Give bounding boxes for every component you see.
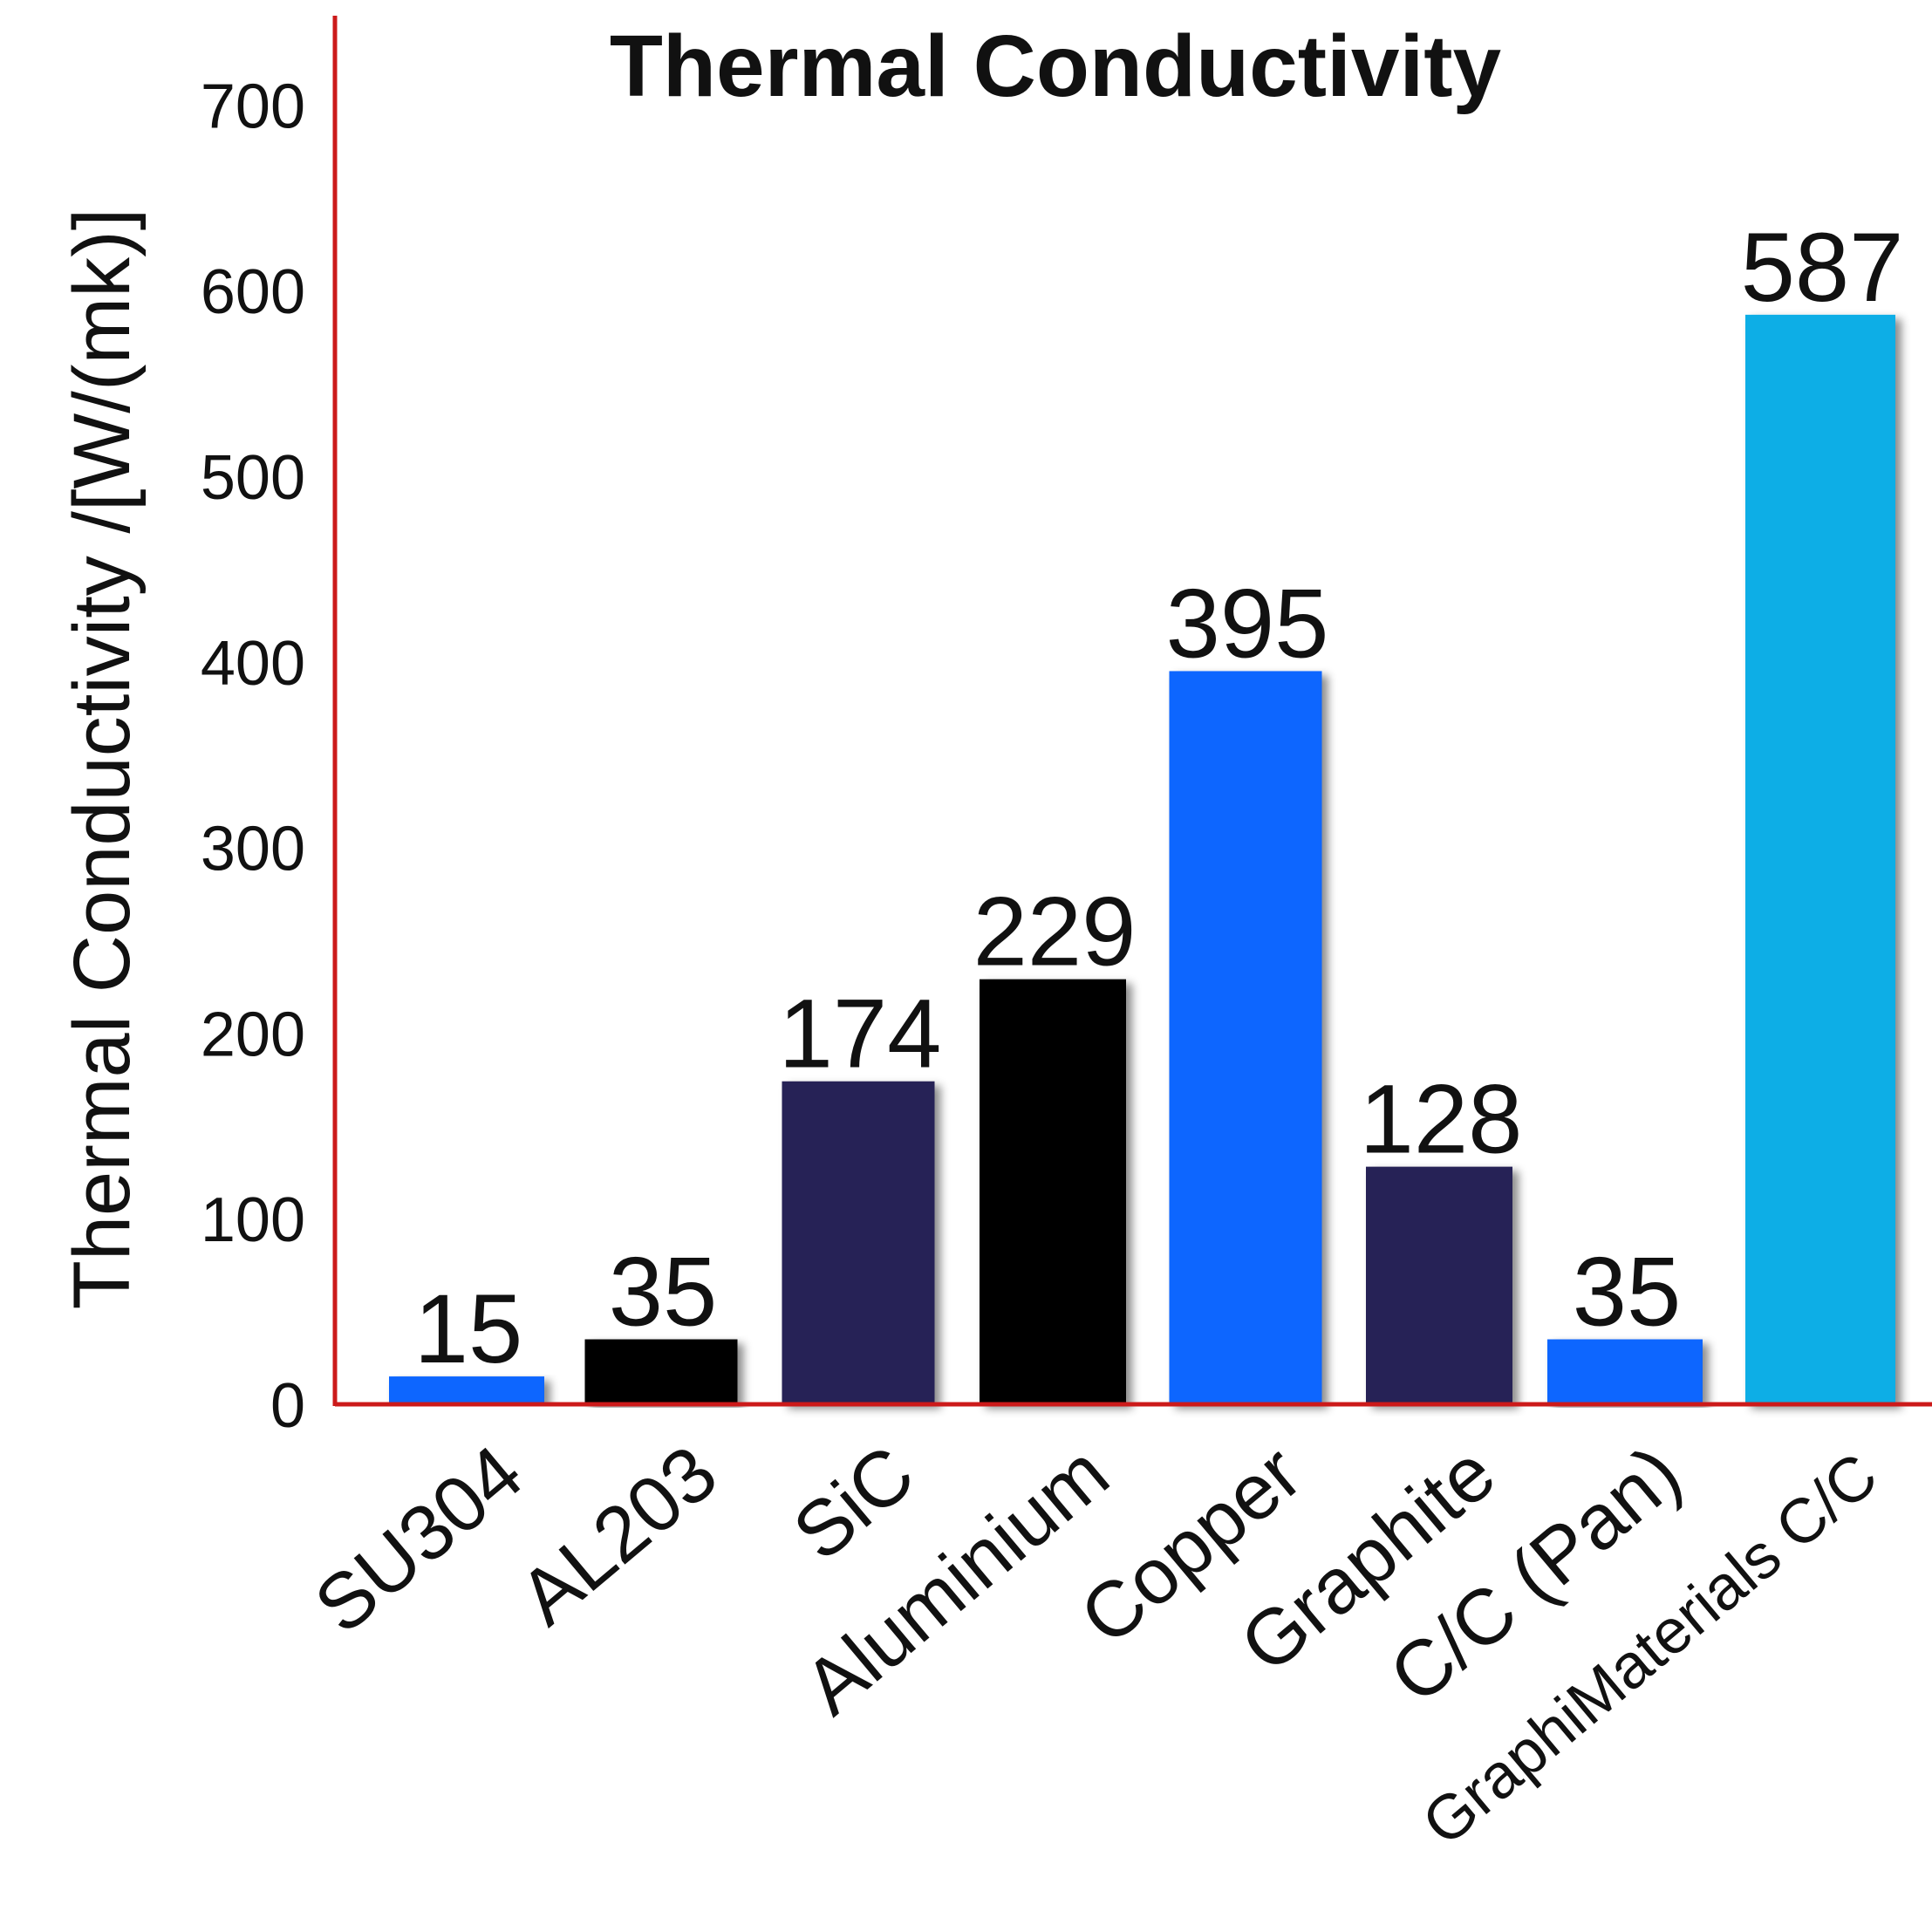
- y-tick-label: 400: [201, 629, 305, 699]
- data-label: 128: [1360, 1065, 1523, 1174]
- data-label: 587: [1741, 213, 1904, 322]
- y-tick-label: 600: [201, 257, 305, 327]
- data-label: 35: [609, 1238, 718, 1347]
- y-tick-label: 300: [201, 815, 305, 884]
- bar: [1366, 1166, 1512, 1404]
- y-axis-ticks: 0 100 200 300 400 500 600 700: [201, 72, 305, 1441]
- y-axis-label: Thermal Conductivity /[W/(mk)]: [58, 208, 147, 1310]
- data-label: 229: [973, 877, 1137, 986]
- data-labels: 15 35 174 229 395 128 35 587: [414, 213, 1904, 1383]
- y-tick-label: 0: [270, 1371, 305, 1441]
- chart-title: Thermal Conductivity: [610, 17, 1502, 115]
- bar: [1547, 1339, 1703, 1404]
- data-label: 15: [414, 1274, 523, 1383]
- category-label: SU304: [299, 1430, 539, 1650]
- bars: [389, 314, 1895, 1404]
- category-label: AL203: [503, 1430, 734, 1642]
- y-tick-label: 200: [201, 1000, 305, 1069]
- bar: [584, 1339, 738, 1404]
- bar: [1169, 671, 1322, 1404]
- y-tick-label: 700: [201, 72, 305, 141]
- data-label: 174: [779, 980, 942, 1089]
- y-tick-label: 100: [201, 1185, 305, 1255]
- data-label: 395: [1166, 569, 1329, 678]
- bar: [1745, 314, 1895, 1404]
- data-label: 35: [1573, 1238, 1682, 1347]
- bar: [782, 1081, 935, 1404]
- bar: [980, 979, 1126, 1404]
- category-label: SiC: [777, 1430, 930, 1578]
- y-tick-label: 500: [201, 443, 305, 513]
- bar: [389, 1376, 544, 1404]
